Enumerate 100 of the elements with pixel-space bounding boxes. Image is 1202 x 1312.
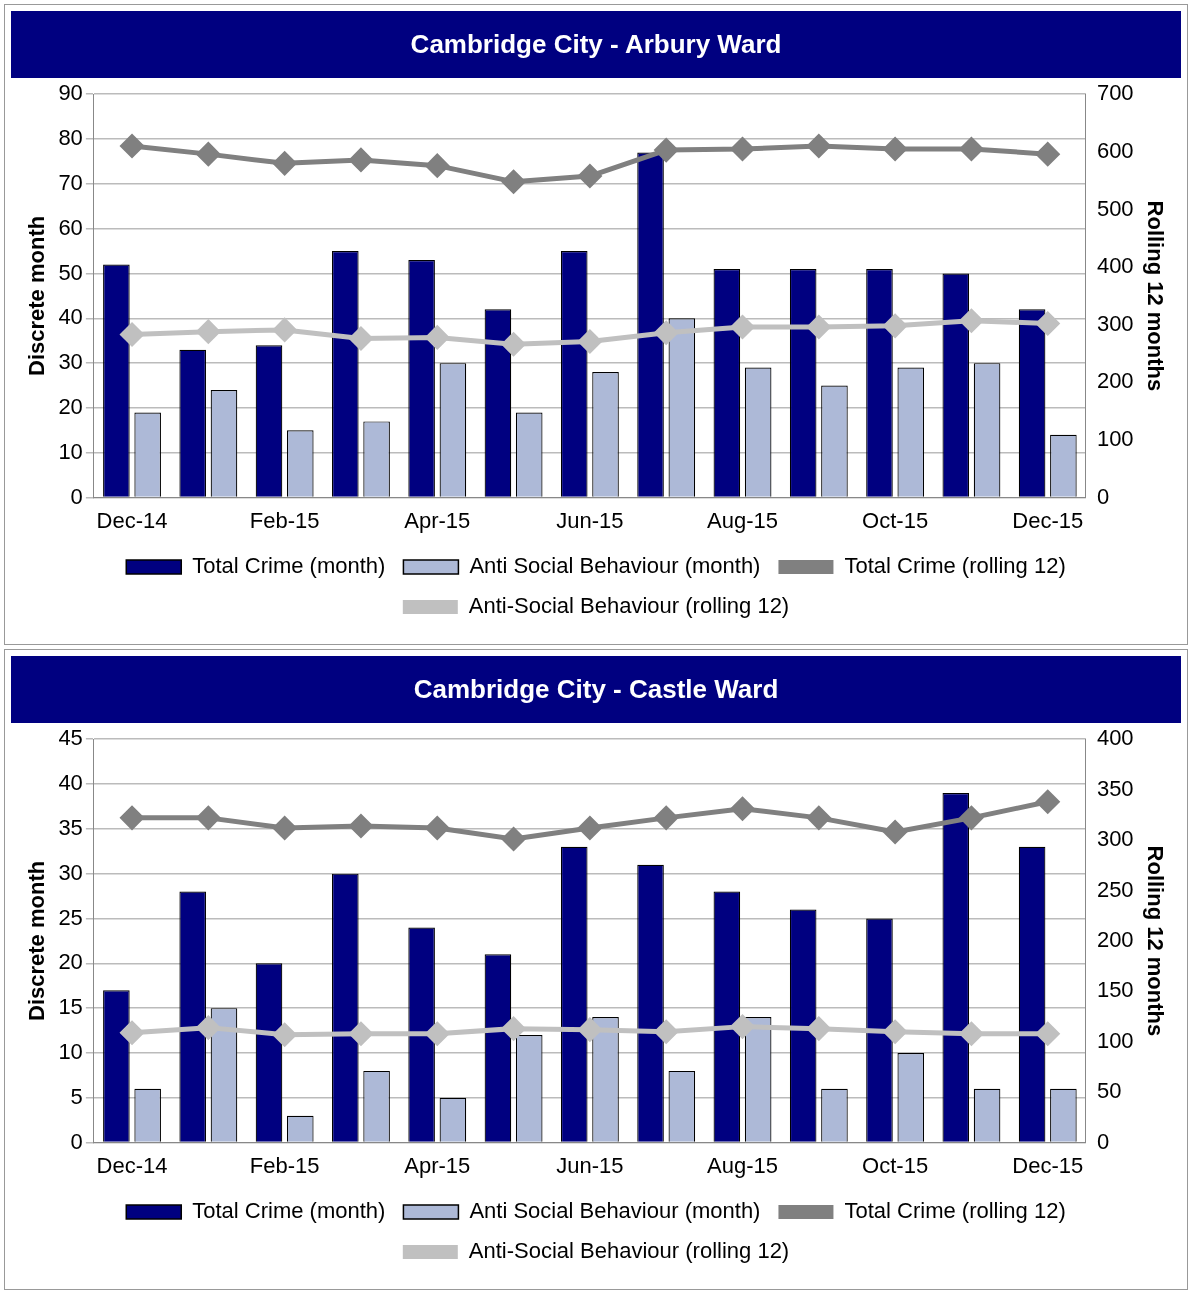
point xyxy=(654,1020,678,1044)
point xyxy=(731,137,754,161)
point xyxy=(1036,790,1060,814)
point xyxy=(120,323,144,347)
point xyxy=(273,318,297,342)
legend-label: Total Crime (rolling 12) xyxy=(844,1198,1066,1224)
point xyxy=(425,325,449,349)
point xyxy=(1036,312,1060,336)
x-tick-label: Aug-15 xyxy=(707,507,778,533)
point xyxy=(502,332,526,356)
point xyxy=(196,1016,220,1040)
point xyxy=(883,1020,907,1044)
point xyxy=(196,320,220,344)
point xyxy=(1036,1022,1060,1046)
y-tick-label: 35 xyxy=(58,814,83,840)
x-tick-label: Feb-15 xyxy=(249,1152,320,1178)
legend-label: Total Crime (month) xyxy=(192,1198,386,1224)
y2-tick-label: 0 xyxy=(1096,483,1110,509)
x-tick-label: Oct-15 xyxy=(862,507,929,533)
y2-axis-title: Rolling 12 months xyxy=(1142,200,1168,392)
y2-tick-label: 500 xyxy=(1096,195,1134,221)
point xyxy=(196,142,220,166)
y-tick-label: 30 xyxy=(58,349,83,375)
y-axis-title: Discrete month xyxy=(24,215,50,376)
point xyxy=(883,820,907,844)
point xyxy=(273,1023,297,1047)
y2-tick-label: 200 xyxy=(1096,926,1134,952)
point xyxy=(807,806,831,830)
point xyxy=(731,315,754,339)
legend-label: Anti-Social Behaviour (rolling 12) xyxy=(468,593,790,619)
x-tick-label: Dec-15 xyxy=(1012,507,1084,533)
x-tick-label: Feb-15 xyxy=(249,507,320,533)
y-tick-label: 5 xyxy=(70,1083,83,1109)
point xyxy=(959,806,983,830)
legend-label: Anti Social Behaviour (month) xyxy=(469,553,761,579)
point xyxy=(120,1021,144,1045)
point xyxy=(959,1022,983,1046)
point xyxy=(883,137,907,161)
y2-tick-label: 100 xyxy=(1096,426,1134,452)
y2-tick-label: 150 xyxy=(1096,977,1134,1003)
point xyxy=(578,816,602,840)
point xyxy=(654,321,678,345)
x-tick-label: Apr-15 xyxy=(404,1152,471,1178)
point xyxy=(502,1017,526,1041)
y-tick-label: 30 xyxy=(58,859,83,885)
point xyxy=(807,134,831,158)
x-tick-label: Dec-15 xyxy=(1012,1152,1084,1178)
x-tick-label: Jun-15 xyxy=(556,507,624,533)
chart-title: Cambridge City - Arbury Ward xyxy=(11,11,1181,78)
point xyxy=(425,816,449,840)
y-tick-label: 40 xyxy=(58,304,83,330)
point xyxy=(349,1022,373,1046)
point xyxy=(502,827,526,851)
point xyxy=(578,164,602,188)
y-tick-label: 10 xyxy=(58,1039,83,1065)
y-tick-label: 0 xyxy=(70,1128,83,1154)
x-tick-label: Apr-15 xyxy=(404,507,471,533)
y2-tick-label: 350 xyxy=(1096,775,1134,801)
chart-title: Cambridge City - Castle Ward xyxy=(11,656,1181,723)
y2-tick-label: 400 xyxy=(1096,253,1134,279)
y-tick-label: 0 xyxy=(70,483,83,509)
x-tick-label: Oct-15 xyxy=(862,1152,929,1178)
point xyxy=(502,170,526,194)
y2-tick-label: 700 xyxy=(1096,80,1134,106)
x-tick-label: Aug-15 xyxy=(707,1152,778,1178)
y-tick-label: 70 xyxy=(58,169,83,195)
y-tick-label: 25 xyxy=(58,904,83,930)
y2-tick-label: 100 xyxy=(1096,1027,1134,1053)
point xyxy=(807,1017,831,1041)
y2-axis-title: Rolling 12 months xyxy=(1142,845,1168,1037)
point xyxy=(959,309,983,333)
point xyxy=(120,134,144,158)
y-tick-label: 50 xyxy=(58,259,83,285)
point xyxy=(654,806,678,830)
y2-tick-label: 250 xyxy=(1096,876,1134,902)
y2-tick-label: 0 xyxy=(1096,1128,1110,1154)
legend-label: Anti-Social Behaviour (rolling 12) xyxy=(468,1238,790,1264)
y-tick-label: 10 xyxy=(58,438,83,464)
y-tick-label: 45 xyxy=(58,725,83,751)
y2-tick-label: 300 xyxy=(1096,310,1134,336)
y2-tick-label: 200 xyxy=(1096,368,1134,394)
point xyxy=(883,314,907,338)
point xyxy=(731,1015,754,1039)
point xyxy=(349,148,373,172)
y2-tick-label: 600 xyxy=(1096,137,1134,163)
y-tick-label: 80 xyxy=(58,125,83,151)
legend-label: Total Crime (rolling 12) xyxy=(844,553,1066,579)
y-tick-label: 15 xyxy=(58,994,83,1020)
point xyxy=(349,327,373,351)
legend-label: Total Crime (month) xyxy=(192,553,386,579)
point xyxy=(654,138,678,162)
point xyxy=(425,1022,449,1046)
y-tick-label: 60 xyxy=(58,214,83,240)
y-axis-title: Discrete month xyxy=(24,860,50,1021)
point xyxy=(425,154,449,178)
x-tick-label: Jun-15 xyxy=(556,1152,624,1178)
y2-tick-label: 50 xyxy=(1096,1078,1122,1104)
point xyxy=(578,329,602,353)
x-tick-label: Dec-14 xyxy=(96,1152,168,1178)
point xyxy=(731,797,754,821)
